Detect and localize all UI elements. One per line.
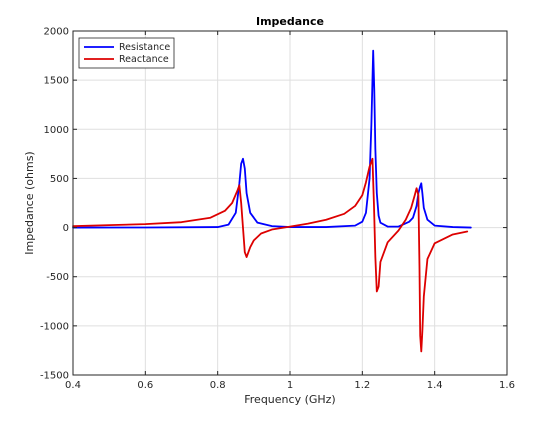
x-tick-label: 1 xyxy=(287,380,293,391)
x-tick-label: 1.2 xyxy=(354,380,370,391)
y-tick-label: 2000 xyxy=(44,27,69,38)
y-tick-label: 0 xyxy=(63,223,69,234)
ticks: 0.4 0.6 0.8 1 1.2 1.4 1.6 -1500 -1000 -500 0 500 100… xyxy=(40,27,515,392)
chart-title: Impedance xyxy=(256,15,324,28)
x-tick-label: 1.4 xyxy=(427,380,443,391)
legend-box xyxy=(78,37,175,69)
series-line-reactance xyxy=(72,157,469,353)
y-tick-label: -1500 xyxy=(40,371,69,382)
x-axis-label: Frequency (GHz) xyxy=(244,393,335,406)
x-tick-label: 0.6 xyxy=(137,380,153,391)
y-tick-label: -500 xyxy=(46,272,69,283)
y-tick-label: 1000 xyxy=(44,125,69,136)
x-tick-label: 0.8 xyxy=(210,380,226,391)
legend-resistance-label: Resistance xyxy=(119,42,170,53)
legend-reactance-label: Reactance xyxy=(119,54,169,65)
y-tick-label: 1500 xyxy=(44,76,69,87)
y-axis-label: Impedance (ohms) xyxy=(23,151,36,254)
series-line-resistance xyxy=(72,49,472,229)
x-tick-label: 1.6 xyxy=(499,380,515,391)
x-tick-label: 0.4 xyxy=(65,380,81,391)
y-tick-label: -1000 xyxy=(40,321,69,332)
legend: Resistance Reactance xyxy=(78,37,175,69)
y-tick-label: 500 xyxy=(50,174,69,185)
series-layer xyxy=(72,49,472,353)
